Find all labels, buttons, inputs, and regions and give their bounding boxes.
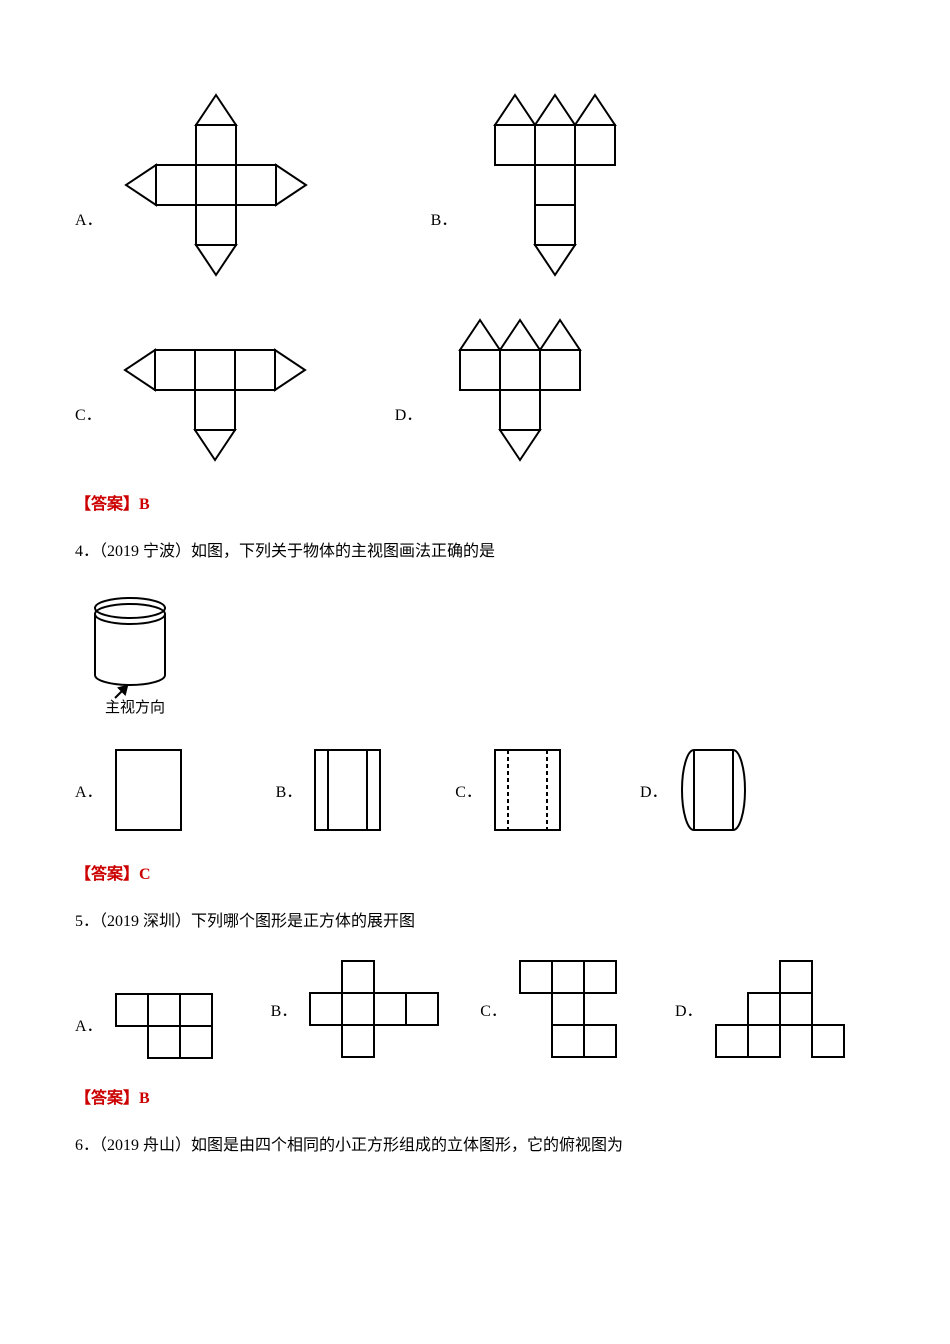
q4-diagram-c	[490, 745, 565, 835]
q5-number: 5．	[75, 913, 99, 930]
q3-diagram-a	[111, 80, 321, 290]
q5-body: 下列哪个图形是正方体的展开图	[191, 913, 415, 930]
q6-number: 6．	[75, 1137, 99, 1154]
option-label: C．	[75, 401, 102, 465]
q4-diagram-a	[111, 745, 186, 835]
q5-diagram-c	[515, 959, 625, 1059]
option-label: D．	[640, 778, 668, 802]
q5-option-d: D．	[675, 959, 856, 1059]
option-label: D．	[675, 997, 703, 1021]
option-label: A．	[75, 778, 103, 802]
q3-diagram-d	[430, 315, 610, 465]
answer-value: B	[139, 496, 150, 513]
q4-answer: 【答案】C	[75, 860, 875, 884]
q4-body: 如图，下列关于物体的主视图画法正确的是	[191, 543, 495, 560]
q3-option-a: A．	[75, 80, 321, 290]
q3-answer: 【答案】B	[75, 490, 875, 514]
answer-label: 【答案】	[75, 866, 139, 883]
cylinder-figure: 主视方向	[75, 590, 195, 720]
q4-diagram-b	[310, 745, 385, 835]
option-label: C．	[480, 997, 507, 1021]
q3-row-cd: C． D．	[75, 315, 875, 465]
q3-option-d: D．	[395, 315, 611, 465]
option-label: B．	[431, 206, 458, 290]
option-label: B．	[276, 778, 303, 802]
answer-label: 【答案】	[75, 1090, 139, 1107]
q3-option-c: C．	[75, 315, 320, 465]
q6-text: 6．（2019 舟山）如图是由四个相同的小正方形组成的立体图形，它的俯视图为	[75, 1133, 875, 1159]
q5-option-a: A．	[75, 989, 221, 1059]
q5-option-c: C．	[480, 959, 625, 1059]
option-label: C．	[455, 778, 482, 802]
q5-options-row: A． B．	[75, 959, 875, 1059]
q3-diagram-c	[110, 315, 320, 465]
q4-diagram-d	[676, 745, 751, 835]
q3-option-b: B．	[431, 80, 646, 290]
option-label: D．	[395, 401, 423, 465]
q5-source: （2019 深圳）	[99, 913, 191, 930]
option-label: B．	[271, 997, 298, 1021]
q4-number: 4．	[75, 543, 99, 560]
answer-value: B	[139, 1090, 150, 1107]
answer-value: C	[139, 866, 151, 883]
q5-text: 5．（2019 深圳）下列哪个图形是正方体的展开图	[75, 909, 875, 935]
q3-row-ab: A． B．	[75, 80, 875, 290]
q4-option-a: A．	[75, 745, 186, 835]
q4-source: （2019 宁波）	[99, 543, 191, 560]
q5-option-b: B．	[271, 959, 446, 1059]
q6-source: （2019 舟山）	[99, 1137, 191, 1154]
q4-text: 4．（2019 宁波）如图，下列关于物体的主视图画法正确的是	[75, 539, 875, 565]
q6-body: 如图是由四个相同的小正方形组成的立体图形，它的俯视图为	[191, 1137, 623, 1154]
q3-diagram-b	[465, 80, 645, 290]
q5-answer: 【答案】B	[75, 1084, 875, 1108]
answer-label: 【答案】	[75, 496, 139, 513]
q4-options-row: A． B． C． D．	[75, 745, 875, 835]
option-label: A．	[75, 206, 103, 290]
q4-figure: 主视方向	[75, 590, 875, 720]
view-direction-label: 主视方向	[105, 699, 165, 716]
q4-option-b: B．	[276, 745, 386, 835]
q5-diagram-d	[711, 959, 856, 1059]
q5-diagram-a	[111, 989, 221, 1059]
option-label: A．	[75, 1012, 103, 1036]
q4-option-d: D．	[640, 745, 751, 835]
q4-option-c: C．	[455, 745, 565, 835]
q5-diagram-b	[305, 959, 445, 1059]
